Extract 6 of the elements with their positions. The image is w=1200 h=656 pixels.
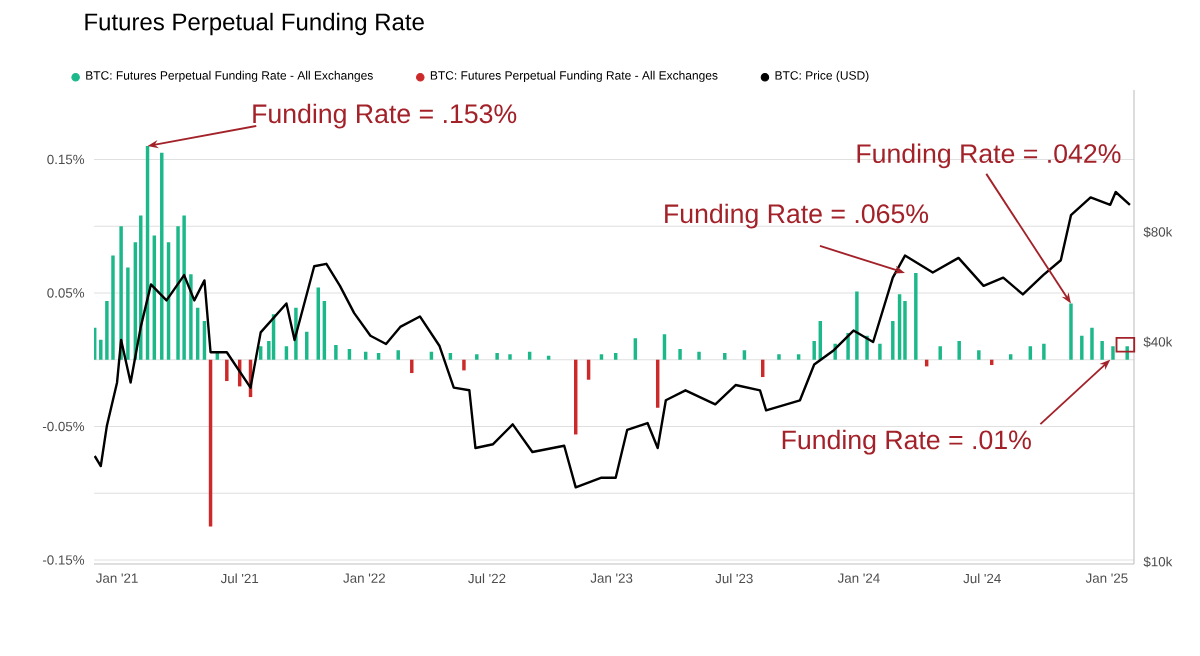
annotation: Funding Rate = .153%	[253, 103, 517, 129]
annotation: Funding Rate = .065%	[665, 203, 929, 229]
chart-title: Futures Perpetual Funding Rate	[85, 12, 424, 36]
line-series	[94, 190, 1132, 489]
annotation: Funding Rate = .01%	[782, 429, 1031, 455]
annotation: Funding Rate = .042%	[857, 143, 1121, 169]
